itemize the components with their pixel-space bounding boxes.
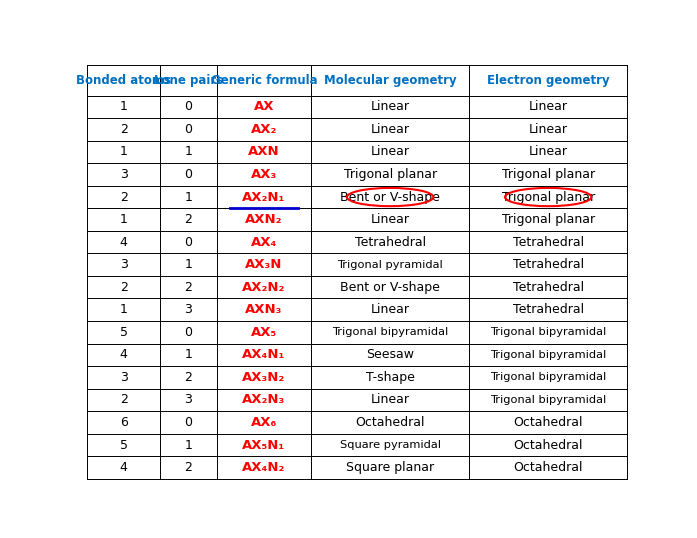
Text: Tetrahedral: Tetrahedral [355, 236, 426, 249]
Text: AX₃: AX₃ [251, 168, 277, 181]
Text: Bonded atoms: Bonded atoms [76, 74, 171, 87]
Text: AX: AX [254, 101, 275, 114]
Text: 5: 5 [120, 326, 128, 339]
Text: 2: 2 [120, 393, 128, 406]
Text: 2: 2 [185, 371, 192, 384]
Text: AX₂: AX₂ [251, 123, 277, 136]
Text: 0: 0 [185, 236, 192, 249]
Text: AX₃N₂: AX₃N₂ [243, 371, 286, 384]
Text: 3: 3 [185, 303, 192, 316]
Text: Trigonal bipyramidal: Trigonal bipyramidal [490, 395, 606, 405]
Text: Trigonal bipyramidal: Trigonal bipyramidal [490, 327, 606, 337]
Text: 1: 1 [185, 438, 192, 451]
Text: AX₅N₁: AX₅N₁ [243, 438, 286, 451]
Text: 4: 4 [120, 236, 128, 249]
Text: Trigonal bipyramidal: Trigonal bipyramidal [490, 372, 606, 383]
Text: 3: 3 [185, 393, 192, 406]
Text: Linear: Linear [371, 145, 410, 159]
Text: 2: 2 [120, 190, 128, 203]
Text: Linear: Linear [528, 123, 567, 136]
Text: 4: 4 [120, 348, 128, 362]
Text: T-shape: T-shape [366, 371, 415, 384]
Text: 2: 2 [185, 281, 192, 294]
Text: AX₆: AX₆ [251, 416, 277, 429]
Text: Linear: Linear [371, 101, 410, 114]
Text: 0: 0 [185, 123, 192, 136]
Text: 1: 1 [120, 101, 128, 114]
Text: Tetrahedral: Tetrahedral [512, 303, 583, 316]
Text: Octahedral: Octahedral [514, 461, 583, 474]
Text: 3: 3 [120, 168, 128, 181]
Text: 2: 2 [120, 281, 128, 294]
Text: 0: 0 [185, 168, 192, 181]
Text: Electron geometry: Electron geometry [487, 74, 609, 87]
Text: 1: 1 [185, 348, 192, 362]
Text: Octahedral: Octahedral [355, 416, 425, 429]
Text: Trigonal planar: Trigonal planar [502, 190, 595, 203]
Text: AX₄: AX₄ [251, 236, 277, 249]
Text: Tetrahedral: Tetrahedral [512, 281, 583, 294]
Text: AX₂N₃: AX₂N₃ [243, 393, 286, 406]
Text: 2: 2 [120, 123, 128, 136]
Text: AXN₃: AXN₃ [245, 303, 283, 316]
Text: Octahedral: Octahedral [514, 416, 583, 429]
Text: 4: 4 [120, 461, 128, 474]
Text: Trigonal planar: Trigonal planar [502, 213, 595, 226]
Text: 1: 1 [120, 303, 128, 316]
Text: Square planar: Square planar [346, 461, 434, 474]
Text: Trigonal planar: Trigonal planar [344, 168, 437, 181]
Text: 0: 0 [185, 416, 192, 429]
Text: AX₅: AX₅ [251, 326, 277, 339]
Text: AX₄N₁: AX₄N₁ [243, 348, 286, 362]
Text: 2: 2 [185, 213, 192, 226]
Text: 1: 1 [120, 145, 128, 159]
Text: Generic formula: Generic formula [210, 74, 317, 87]
Text: Bent or V-shape: Bent or V-shape [340, 190, 440, 203]
Text: Linear: Linear [371, 123, 410, 136]
Text: Trigonal bipyramidal: Trigonal bipyramidal [490, 350, 606, 360]
Text: Linear: Linear [371, 393, 410, 406]
Text: 5: 5 [120, 438, 128, 451]
Text: Lone pairs: Lone pairs [154, 74, 223, 87]
Text: Tetrahedral: Tetrahedral [512, 258, 583, 271]
Text: Bent or V-shape: Bent or V-shape [340, 281, 440, 294]
Text: AX₄N₂: AX₄N₂ [243, 461, 286, 474]
Text: Molecular geometry: Molecular geometry [324, 74, 457, 87]
Text: 2: 2 [185, 461, 192, 474]
Text: Square pyramidal: Square pyramidal [339, 440, 441, 450]
Text: 3: 3 [120, 371, 128, 384]
Text: 6: 6 [120, 416, 128, 429]
Text: 0: 0 [185, 326, 192, 339]
Text: Trigonal bipyramidal: Trigonal bipyramidal [332, 327, 448, 337]
Text: AXN₂: AXN₂ [245, 213, 283, 226]
Text: 1: 1 [185, 190, 192, 203]
Text: Linear: Linear [371, 303, 410, 316]
Text: Trigonal planar: Trigonal planar [502, 168, 595, 181]
Text: Tetrahedral: Tetrahedral [512, 236, 583, 249]
Text: 3: 3 [120, 258, 128, 271]
Text: 1: 1 [185, 258, 192, 271]
Text: 1: 1 [185, 145, 192, 159]
Text: Octahedral: Octahedral [514, 438, 583, 451]
Text: Linear: Linear [528, 101, 567, 114]
Text: 0: 0 [185, 101, 192, 114]
Text: Linear: Linear [371, 213, 410, 226]
Text: Seesaw: Seesaw [366, 348, 414, 362]
Text: Trigonal pyramidal: Trigonal pyramidal [337, 260, 443, 270]
Text: 1: 1 [120, 213, 128, 226]
Text: AX₂N₁: AX₂N₁ [243, 190, 286, 203]
Text: AX₂N₂: AX₂N₂ [243, 281, 286, 294]
Text: AX₃N: AX₃N [245, 258, 283, 271]
Text: AXN: AXN [248, 145, 279, 159]
Text: Linear: Linear [528, 145, 567, 159]
